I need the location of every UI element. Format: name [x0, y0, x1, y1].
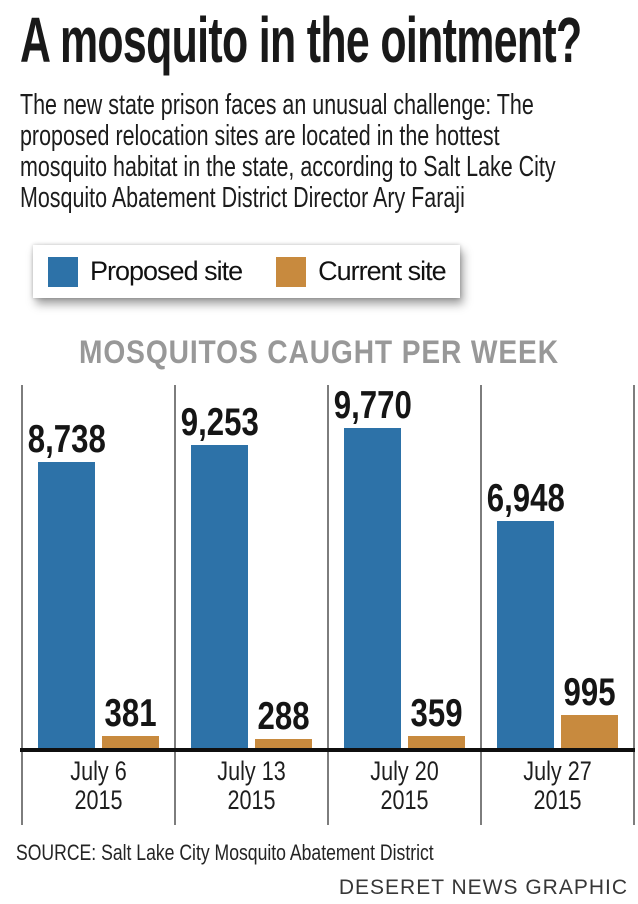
chart-group: 8,738 381 July 6 2015	[21, 385, 174, 825]
bar-current-site	[561, 715, 618, 748]
bar-column-current: 381	[102, 692, 159, 748]
bar-value-current: 995	[563, 671, 616, 714]
bar-current-site	[408, 736, 465, 748]
bar-column-current: 288	[255, 695, 312, 748]
bar-proposed-site	[497, 521, 554, 748]
bar-column-current: 359	[408, 692, 465, 748]
page-title: A mosquito in the ointment?	[20, 4, 582, 76]
bar-current-site	[255, 739, 312, 748]
legend-label-proposed: Proposed site	[90, 256, 243, 286]
bar-value-proposed: 9,253	[180, 401, 259, 444]
bar-value-current: 359	[410, 692, 463, 735]
intro-line: proposed relocation sites are located in…	[20, 120, 500, 152]
intro-line: Mosquito Abatement District Director Ary…	[20, 182, 465, 214]
bar-value-current: 288	[257, 695, 310, 738]
bar-column-proposed: 6,948	[486, 479, 565, 748]
intro-line: mosquito habitat in the state, according…	[20, 151, 556, 183]
category-label-line: July 20	[370, 756, 439, 786]
chart-group: 6,948 995 July 27 2015	[480, 385, 633, 825]
category-label: July 27 2015	[497, 757, 618, 815]
bar-pair: 8,738 381	[23, 385, 174, 748]
bar-proposed-site	[344, 428, 401, 748]
intro-text: The new state prison faces an unusual ch…	[20, 90, 634, 214]
bar-value-proposed: 8,738	[27, 418, 106, 461]
bar-value-current: 381	[104, 692, 157, 735]
bar-pair: 9,770 359	[329, 385, 480, 748]
bar-column-current: 995	[561, 671, 618, 748]
category-label-line: July 6	[70, 756, 127, 786]
bar-proposed-site	[38, 462, 95, 748]
intro-line: The new state prison faces an unusual ch…	[20, 89, 534, 121]
legend-swatch-current	[276, 256, 307, 287]
bar-chart: 8,738 381 July 6 2015 9,253 288 July 13 2015 9,7…	[20, 385, 635, 825]
bar-value-proposed: 9,770	[333, 384, 412, 427]
chart-group: 9,253 288 July 13 2015	[174, 385, 327, 825]
category-label-line: 2015	[533, 785, 582, 815]
category-label: July 20 2015	[344, 757, 465, 815]
bar-pair: 9,253 288	[176, 385, 327, 748]
category-label-line: July 13	[217, 756, 286, 786]
source-line: SOURCE: Salt Lake City Mosquito Abatemen…	[16, 840, 434, 865]
legend-label-current: Current site	[318, 256, 447, 286]
category-label-line: 2015	[380, 785, 429, 815]
bar-column-proposed: 8,738	[27, 420, 106, 748]
bar-column-proposed: 9,770	[333, 386, 412, 748]
credit-line: DESERET NEWS GRAPHIC	[338, 876, 628, 899]
bar-column-proposed: 9,253	[180, 403, 259, 748]
x-axis-baseline	[20, 748, 635, 752]
legend-swatch-proposed	[48, 256, 78, 287]
category-label: July 6 2015	[38, 757, 159, 815]
bar-pair: 6,948 995	[482, 385, 633, 748]
chart-group: 9,770 359 July 20 2015	[327, 385, 480, 825]
category-label: July 13 2015	[191, 757, 312, 815]
bar-proposed-site	[191, 445, 248, 748]
category-label-line: July 27	[523, 756, 592, 786]
chart-title: MOSQUITOS CAUGHT PER WEEK	[79, 334, 559, 370]
category-label-line: 2015	[74, 785, 123, 815]
chart-legend: Proposed site Current site	[33, 245, 460, 298]
category-label-line: 2015	[227, 785, 276, 815]
bar-current-site	[102, 736, 159, 748]
bar-value-proposed: 6,948	[486, 477, 565, 520]
